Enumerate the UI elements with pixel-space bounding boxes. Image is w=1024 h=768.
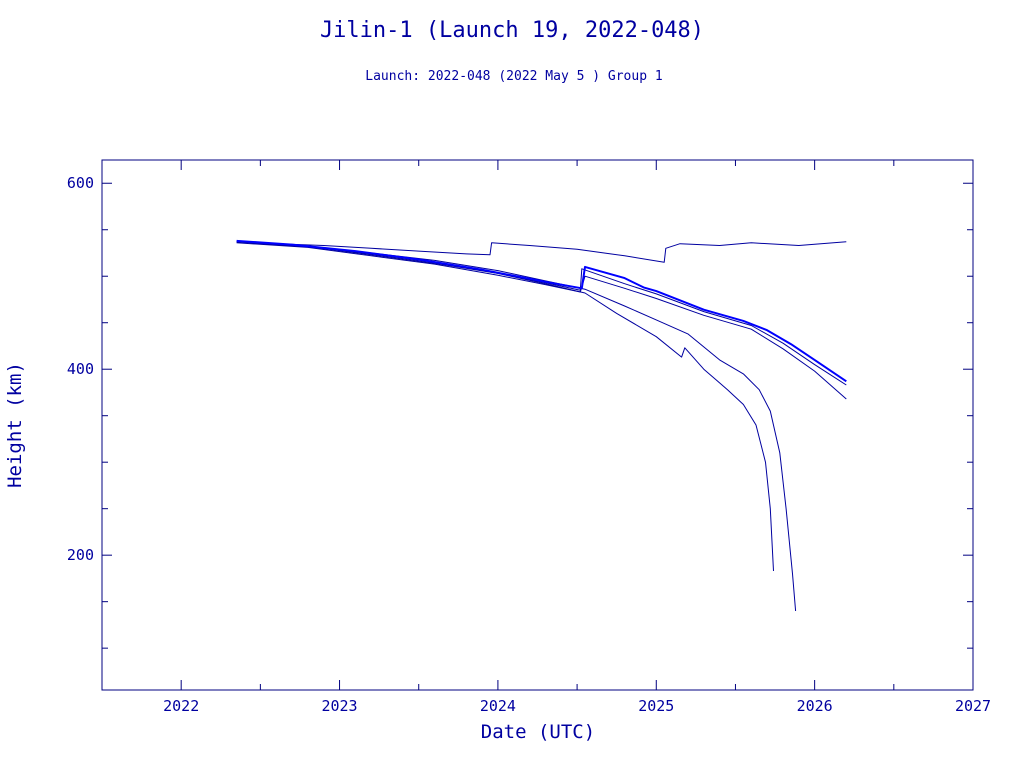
x-axis-label: Date (UTC) <box>481 721 595 743</box>
y-tick-label: 600 <box>67 174 94 192</box>
y-tick-label: 200 <box>67 546 94 564</box>
series-line-4 <box>236 241 797 612</box>
x-tick-label: 2026 <box>797 697 833 715</box>
y-tick-label: 400 <box>67 360 94 378</box>
plot-frame <box>101 159 974 691</box>
x-tick-label: 2027 <box>955 697 991 715</box>
y-tick-labels: 200 400 600 <box>67 174 94 564</box>
x-tick-label: 2022 <box>163 697 199 715</box>
tick-marks <box>101 160 974 690</box>
series-line-2 <box>236 241 847 386</box>
series-line-1 <box>236 241 847 263</box>
series-line-6 <box>236 239 847 383</box>
x-tick-label: 2025 <box>638 697 674 715</box>
series-line-5 <box>236 241 774 572</box>
series-line-3 <box>236 242 847 400</box>
chart-title: Jilin-1 (Launch 19, 2022-048) <box>320 18 704 43</box>
chart-subtitle: Launch: 2022-048 (2022 May 5 ) Group 1 <box>365 69 662 84</box>
series-layer <box>236 239 847 612</box>
x-tick-labels: 2022 2023 2024 2025 2026 2027 <box>163 697 991 715</box>
x-tick-label: 2023 <box>321 697 357 715</box>
x-tick-label: 2024 <box>480 697 516 715</box>
y-axis-label: Height (km) <box>4 362 26 488</box>
